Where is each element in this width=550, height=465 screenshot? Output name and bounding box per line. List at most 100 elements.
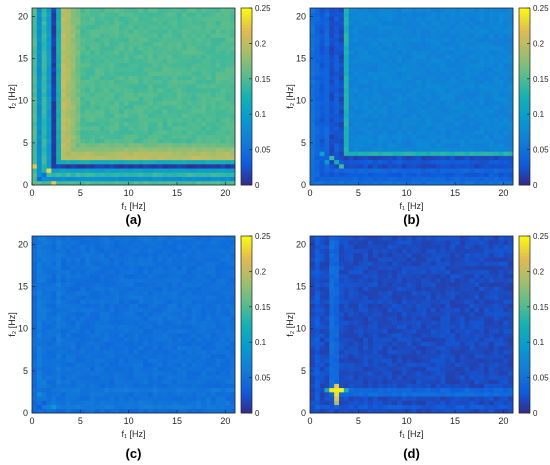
heatmap-cell xyxy=(104,176,110,182)
heatmap-cell xyxy=(377,45,383,51)
heatmap-cell xyxy=(406,37,412,43)
heatmap-cell xyxy=(46,307,52,313)
heatmap-cell xyxy=(455,155,461,161)
heatmap-cell xyxy=(196,168,202,173)
heatmap-cell xyxy=(493,147,499,152)
heatmap-cell xyxy=(435,138,441,144)
heatmap-cell xyxy=(32,58,38,64)
heatmap-cell xyxy=(230,172,236,177)
heatmap-cell xyxy=(70,79,76,85)
heatmap-cell xyxy=(210,387,217,393)
heatmap-cell xyxy=(387,142,393,148)
heatmap-cell xyxy=(426,33,432,38)
heatmap-cell xyxy=(503,155,509,161)
heatmap-cell xyxy=(464,62,470,68)
heatmap-cell xyxy=(310,100,316,106)
heatmap-cell xyxy=(70,83,76,89)
heatmap-cell xyxy=(339,45,345,51)
heatmap-cell xyxy=(41,12,47,17)
heatmap-cell xyxy=(469,155,475,161)
heatmap-cell xyxy=(196,383,202,389)
heatmap-cell xyxy=(167,58,173,64)
heatmap-cell xyxy=(459,168,466,173)
heatmap-cell xyxy=(440,45,446,51)
heatmap-cell xyxy=(75,176,81,182)
heatmap-cell xyxy=(99,142,105,148)
heatmap-cell xyxy=(339,126,345,131)
colorbar-segment xyxy=(519,90,530,95)
colorbar-segment xyxy=(241,135,252,139)
heatmap-cell xyxy=(498,151,504,156)
heatmap-cell xyxy=(94,387,101,393)
heatmap-cell xyxy=(94,113,101,118)
heatmap-cell xyxy=(498,163,504,169)
heatmap-cell xyxy=(201,354,207,359)
heatmap-cell xyxy=(177,33,183,38)
heatmap-cell xyxy=(324,117,330,123)
heatmap-cell xyxy=(36,126,43,131)
heatmap-cell xyxy=(61,130,67,135)
heatmap-cell xyxy=(372,75,379,81)
y-axis-label: f₂ [Hz] xyxy=(285,84,295,109)
heatmap-cell xyxy=(119,168,125,173)
heatmap-cell xyxy=(152,316,159,321)
y-tick-label: 20 xyxy=(296,11,306,21)
heatmap-cell xyxy=(210,375,217,380)
heatmap-cell xyxy=(498,126,504,131)
heatmap-cell xyxy=(358,79,364,85)
heatmap-cell xyxy=(363,163,369,169)
heatmap-cell xyxy=(196,151,202,156)
heatmap-cell xyxy=(206,126,212,131)
heatmap-cell xyxy=(324,62,330,68)
heatmap-cell xyxy=(455,50,461,55)
heatmap-cell xyxy=(493,20,499,26)
heatmap-cell xyxy=(421,147,427,152)
heatmap-cell xyxy=(334,8,340,13)
heatmap-cell xyxy=(440,41,446,47)
heatmap-cell xyxy=(479,121,485,127)
heatmap-cell xyxy=(411,176,417,182)
heatmap-cell xyxy=(61,79,67,85)
heatmap-cell xyxy=(80,332,86,338)
heatmap-cell xyxy=(75,349,81,355)
heatmap-cell xyxy=(334,88,340,93)
heatmap-cell xyxy=(445,134,451,140)
heatmap-cell xyxy=(128,58,134,64)
heatmap-cell xyxy=(123,67,130,72)
heatmap-cell xyxy=(143,100,149,106)
heatmap-cell xyxy=(503,121,509,127)
heatmap-cell xyxy=(128,286,134,292)
heatmap-cell xyxy=(148,303,154,309)
heatmap-cell xyxy=(46,341,52,346)
heatmap-cell xyxy=(225,159,231,165)
heatmap-cell xyxy=(363,12,369,17)
heatmap-cell xyxy=(128,62,134,68)
heatmap-cell xyxy=(464,20,470,26)
heatmap-cell xyxy=(421,92,427,97)
heatmap-cell xyxy=(358,92,364,97)
heatmap-cell xyxy=(508,113,514,118)
heatmap-cell xyxy=(41,303,47,309)
heatmap-cell xyxy=(114,299,120,304)
heatmap-cell xyxy=(32,307,38,313)
heatmap-cell xyxy=(85,328,91,334)
heatmap-cell xyxy=(36,79,43,85)
heatmap-cell xyxy=(104,295,110,300)
heatmap-cell xyxy=(181,88,188,93)
heatmap-cell xyxy=(426,45,432,51)
heatmap-cell xyxy=(181,311,188,317)
heatmap-cell xyxy=(314,41,321,47)
heatmap-cell xyxy=(123,176,130,182)
heatmap-cell xyxy=(440,88,446,93)
heatmap-cell xyxy=(162,408,168,414)
heatmap-cell xyxy=(459,180,466,186)
heatmap-cell xyxy=(133,379,139,384)
heatmap-cell xyxy=(65,16,72,22)
heatmap-cell xyxy=(397,151,403,156)
heatmap-cell xyxy=(225,79,231,85)
heatmap-cell xyxy=(196,37,202,43)
heatmap-cell xyxy=(387,88,393,93)
heatmap-cell xyxy=(508,147,514,152)
heatmap-cell xyxy=(123,337,130,342)
heatmap-cell xyxy=(80,328,86,334)
